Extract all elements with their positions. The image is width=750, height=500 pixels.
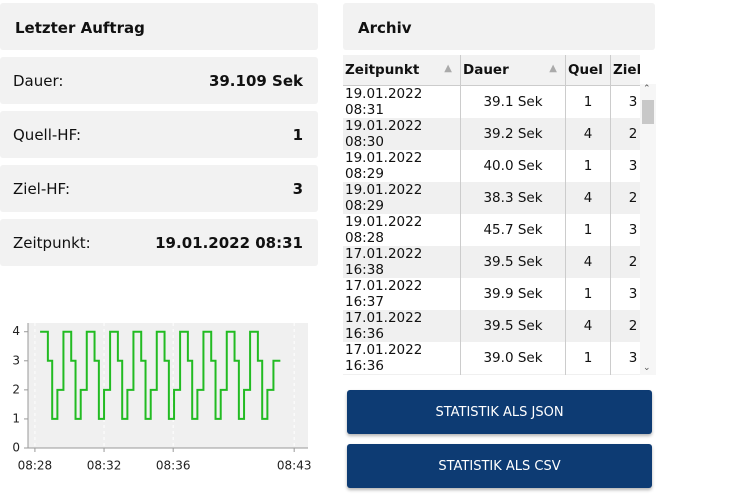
- table-cell: 17.01.2022 16:36: [343, 342, 461, 374]
- table-cell: 39.2 Sek: [460, 118, 566, 150]
- table-row[interactable]: 19.01.2022 08:28 45.7 Sek 1 3: [343, 214, 640, 246]
- table-cell: 3: [610, 278, 640, 310]
- info-row: Quell-HF: 1: [0, 111, 318, 158]
- column-header[interactable]: Quel: [565, 55, 611, 86]
- info-value: 1: [292, 125, 303, 144]
- x-tick-label: 08:36: [156, 459, 191, 473]
- scrollbar[interactable]: ⌃ ⌄: [640, 84, 656, 375]
- table-cell: 17.01.2022 16:38: [343, 246, 461, 278]
- table-row[interactable]: 19.01.2022 08:29 38.3 Sek 4 2: [343, 182, 640, 214]
- table-cell: 2: [610, 374, 640, 375]
- table-cell: 1: [565, 150, 611, 182]
- table-cell: 4: [565, 182, 611, 214]
- info-value: 3: [292, 179, 303, 198]
- table-cell: 39.5 Sek: [460, 246, 566, 278]
- table-cell: 2: [610, 182, 640, 214]
- export-json-button[interactable]: STATISTIK ALS JSON: [347, 390, 652, 434]
- column-header-text: Quel: [568, 62, 603, 78]
- table-cell: 3: [610, 342, 640, 374]
- table-cell: 17.01.2022 16:35: [343, 374, 461, 375]
- table-cell: 39.9 Sek: [460, 278, 566, 310]
- table-cell: 38.3 Sek: [460, 182, 566, 214]
- table-cell: 4: [565, 374, 611, 375]
- chart: 0 1 2 3 4 08:28 08:32 08:36 08:43: [12, 323, 312, 473]
- table-cell: 39.1 Sek: [460, 85, 566, 118]
- x-tick-label: 08:43: [277, 459, 312, 473]
- column-header-text: Zeitpunkt: [345, 62, 420, 78]
- table-cell: 19.01.2022 08:28: [343, 214, 461, 246]
- table-row[interactable]: 17.01.2022 16:37 39.9 Sek 1 3: [343, 278, 640, 310]
- table-row[interactable]: 17.01.2022 16:36 39.5 Sek 4 2: [343, 310, 640, 342]
- table-cell: 2: [610, 310, 640, 342]
- table-row[interactable]: 19.01.2022 08:31 39.1 Sek 1 3: [343, 85, 640, 118]
- table-cell: 39.0 Sek: [460, 342, 566, 374]
- column-header-text: Dauer: [463, 62, 509, 78]
- info-row: Ziel-HF: 3: [0, 165, 318, 212]
- archive-table[interactable]: Zeitpunkt ▲ Dauer ▲ Quel Ziel 19.01.2022 08:31…: [343, 55, 640, 375]
- column-header[interactable]: Ziel: [610, 55, 640, 86]
- table-cell: 39.5 Sek: [460, 374, 566, 375]
- info-value: 19.01.2022 08:31: [155, 233, 303, 252]
- info-label: Zeitpunkt:: [13, 233, 91, 252]
- table-cell: 2: [610, 118, 640, 150]
- column-header[interactable]: Dauer ▲: [460, 55, 566, 86]
- column-header-text: Ziel: [613, 62, 640, 78]
- table-cell: 4: [565, 118, 611, 150]
- info-label: Quell-HF:: [13, 125, 82, 144]
- y-tick-label: 1: [12, 411, 20, 425]
- info-label: Ziel-HF:: [13, 179, 71, 198]
- table-cell: 1: [565, 214, 611, 246]
- table-cell: 3: [610, 150, 640, 182]
- table-cell: 17.01.2022 16:37: [343, 278, 461, 310]
- y-tick-label: 3: [12, 353, 20, 367]
- table-cell: 39.5 Sek: [460, 310, 566, 342]
- table-cell: 4: [565, 246, 611, 278]
- x-tick-label: 08:28: [18, 459, 53, 473]
- y-tick-label: 4: [12, 324, 20, 338]
- table-row[interactable]: 17.01.2022 16:36 39.0 Sek 1 3: [343, 342, 640, 374]
- table-cell: 4: [565, 310, 611, 342]
- table-cell: 3: [610, 214, 640, 246]
- table-cell: 3: [610, 85, 640, 118]
- table-cell: 2: [610, 246, 640, 278]
- x-tick-label: 08:32: [87, 459, 122, 473]
- info-value: 39.109 Sek: [208, 71, 303, 90]
- info-row: Dauer: 39.109 Sek: [0, 57, 318, 104]
- table-cell: 1: [565, 85, 611, 118]
- column-header[interactable]: Zeitpunkt ▲: [343, 55, 461, 86]
- table-row[interactable]: 19.01.2022 08:30 39.2 Sek 4 2: [343, 118, 640, 150]
- table-cell: 19.01.2022 08:30: [343, 118, 461, 150]
- export-csv-button[interactable]: STATISTIK ALS CSV: [347, 444, 652, 488]
- table-cell: 17.01.2022 16:36: [343, 310, 461, 342]
- table-cell: 19.01.2022 08:29: [343, 150, 461, 182]
- info-row: Zeitpunkt: 19.01.2022 08:31: [0, 219, 318, 266]
- table-cell: 19.01.2022 08:31: [343, 85, 461, 118]
- data-line: [40, 330, 281, 420]
- y-tick-label: 2: [12, 382, 20, 396]
- table-cell: 45.7 Sek: [460, 214, 566, 246]
- table-cell: 1: [565, 342, 611, 374]
- info-label: Dauer:: [13, 71, 64, 90]
- panel-title: Letzter Auftrag: [0, 3, 318, 50]
- table-cell: 40.0 Sek: [460, 150, 566, 182]
- panel-title: Archiv: [343, 3, 655, 50]
- table-row[interactable]: 19.01.2022 08:29 40.0 Sek 1 3: [343, 150, 640, 182]
- table-cell: 19.01.2022 08:29: [343, 182, 461, 214]
- table-row[interactable]: 17.01.2022 16:38 39.5 Sek 4 2: [343, 246, 640, 278]
- table-cell: 1: [565, 278, 611, 310]
- y-tick-label: 0: [12, 441, 20, 455]
